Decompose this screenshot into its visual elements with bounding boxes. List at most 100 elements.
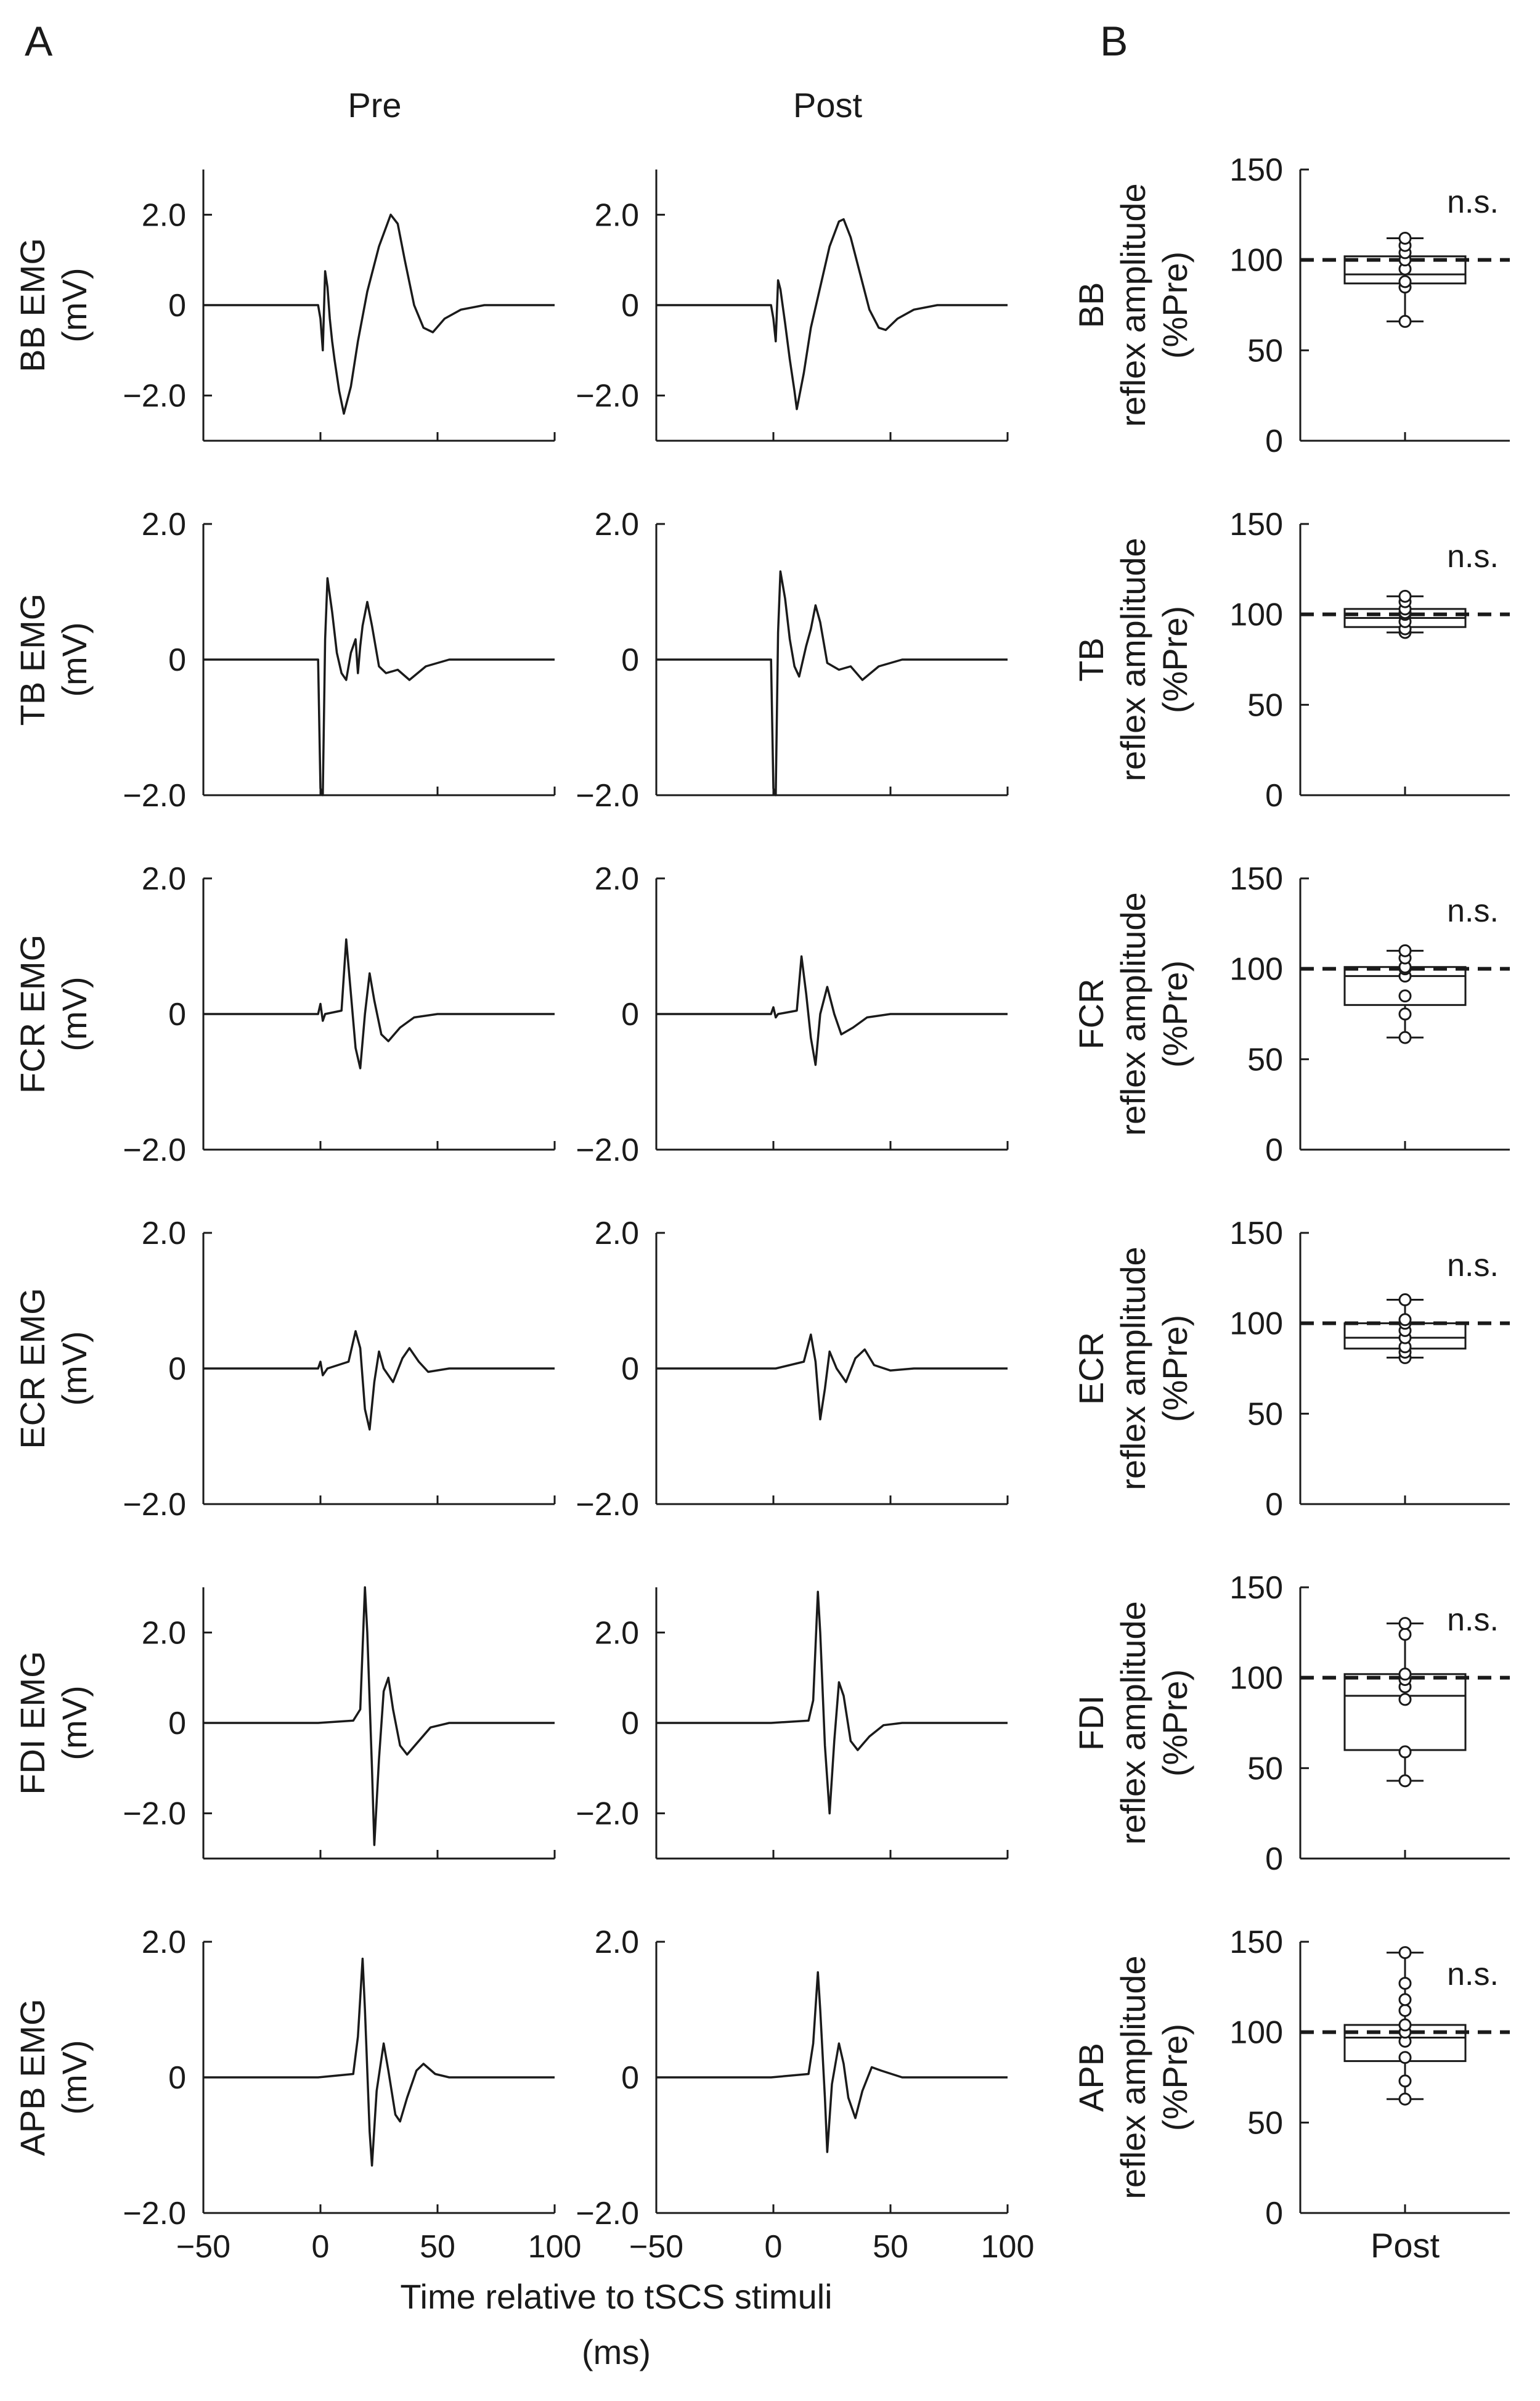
y-tick-label: 100 [1229, 952, 1283, 988]
y-tick-label: 150 [1229, 507, 1283, 542]
y-tick-label: 2.0 [595, 861, 639, 897]
data-point [1398, 1693, 1412, 1706]
emg-trace-pre [203, 1957, 555, 2167]
x-tick-label: 50 [420, 2229, 455, 2265]
box-axes-apb: APB reflex amplitude (%Pre) 0 50 100 150 n.s. Po… [1072, 1924, 1510, 2265]
data-point [1398, 1667, 1412, 1681]
y-tick-label: 0 [621, 2060, 639, 2096]
significance-label: n.s. [1447, 1957, 1499, 1992]
emg-trace-post [656, 1333, 1008, 1421]
y-tick-label: −2.0 [123, 1487, 186, 1523]
data-point [1398, 1976, 1412, 1990]
y-tick-label: −2.0 [123, 1796, 186, 1832]
emg-trace-post [656, 570, 1008, 796]
emg-trace-pre [203, 1330, 555, 1431]
emg-trace-pre [203, 1586, 555, 1846]
y-tick-label: 0 [168, 2060, 186, 2096]
y-tick-label: 150 [1229, 861, 1283, 897]
y-tick-label: 150 [1229, 1924, 1283, 1960]
emg-axes-fdi-pre: −2.0 0 2.0 [123, 1586, 556, 1860]
data-point [1398, 2092, 1412, 2106]
x-tick-label: 100 [981, 2229, 1035, 2265]
box-ylabel-line1: reflex amplitude [1114, 1246, 1152, 1490]
y-tick-label: 100 [1229, 2015, 1283, 2051]
y-tick-label: 0 [1265, 1487, 1283, 1523]
data-point [1398, 2018, 1412, 2032]
y-tick-label: 0 [168, 288, 186, 324]
box-ylabel-line2: (%Pre) [1155, 252, 1194, 359]
data-point [1398, 231, 1412, 245]
y-tick-label: 0 [1265, 2196, 1283, 2231]
x-tick-label: 50 [873, 2229, 908, 2265]
box-ylabel-line1: reflex amplitude [1114, 183, 1152, 427]
emg-trace-post [656, 218, 1008, 411]
y-tick-label: 2.0 [142, 197, 186, 233]
y-tick-label: −2.0 [576, 1132, 639, 1168]
emg-ylabel-unit: (mV) [55, 622, 94, 697]
significance-label: n.s. [1447, 184, 1499, 220]
y-tick-label: 0 [168, 1351, 186, 1387]
emg-ylabel-ecr: ECR EMG [13, 1288, 52, 1449]
y-tick-label: −2.0 [576, 378, 639, 414]
data-point [1398, 2051, 1412, 2064]
emg-axes-fcr-pre: −2.0 0 2.0 [123, 861, 556, 1168]
y-tick-label: 0 [621, 288, 639, 324]
data-point [1398, 1293, 1412, 1307]
data-point [1398, 1031, 1412, 1044]
y-tick-label: 150 [1229, 152, 1283, 188]
y-tick-label: 2.0 [595, 1216, 639, 1251]
y-tick-label: −2.0 [123, 378, 186, 414]
y-tick-label: −2.0 [123, 1132, 186, 1168]
emg-axes-ecr-pre: −2.0 0 2.0 [123, 1216, 556, 1523]
emg-axes-bb-pre: −2.0 0 2.0 [123, 170, 556, 442]
emg-trace-post [656, 955, 1008, 1066]
y-tick-label: 0 [621, 997, 639, 1033]
panel-label-b: B [1100, 18, 1128, 65]
emg-ylabel-unit: (mV) [55, 1685, 94, 1760]
emg-ylabel-fdi: FDI EMG [13, 1651, 52, 1794]
data-point [1398, 275, 1412, 288]
x-axis-label: Time relative to tSCS stimuli [400, 2277, 832, 2316]
box-ylabel-line2: (%Pre) [1155, 1315, 1194, 1422]
y-tick-label: 2.0 [142, 1615, 186, 1651]
box-ylabel-line2: (%Pre) [1155, 960, 1194, 1068]
y-tick-label: 2.0 [142, 861, 186, 897]
y-tick-label: 0 [1265, 778, 1283, 814]
box-x-label: Post [1371, 2226, 1440, 2265]
emg-axes-fcr-post: −2.0 0 2.0 [576, 861, 1009, 1168]
y-tick-label: 2.0 [142, 507, 186, 542]
column-title-pre: Pre [348, 86, 401, 125]
x-tick-label: −50 [176, 2229, 230, 2265]
box-ylabel-line2: (%Pre) [1155, 606, 1194, 713]
y-tick-label: 50 [1247, 687, 1283, 723]
y-tick-label: 100 [1229, 1306, 1283, 1342]
y-tick-label: −2.0 [123, 2196, 186, 2231]
y-tick-label: 50 [1247, 1396, 1283, 1432]
data-point [1398, 1774, 1412, 1788]
y-tick-label: 50 [1247, 2105, 1283, 2141]
emg-axes-tb-pre: −2.0 0 2.0 [123, 507, 556, 814]
y-tick-label: 100 [1229, 243, 1283, 279]
x-axis-label-unit: (ms) [582, 2333, 651, 2371]
data-point [1398, 1627, 1412, 1641]
emg-trace-post [656, 1590, 1008, 1815]
y-tick-label: 0 [1265, 423, 1283, 459]
box-axes-bb: BB reflex amplitude (%Pre) 0 50 100 150 n.s. [1072, 152, 1510, 459]
data-point [1398, 1993, 1412, 2006]
panel-label-a: A [25, 18, 53, 65]
box-axes-fdi: FDI reflex amplitude (%Pre) 0 50 100 150 n.s. [1072, 1570, 1510, 1877]
box-ylabel-line2: (%Pre) [1155, 1669, 1194, 1777]
emg-trace-pre [203, 938, 555, 1070]
box-ylabel-line1: reflex amplitude [1114, 1955, 1152, 2199]
data-point [1398, 944, 1412, 957]
y-tick-label: −2.0 [123, 778, 186, 814]
y-tick-label: 0 [1265, 1132, 1283, 1168]
emg-ylabel-bb: BB EMG [13, 238, 52, 372]
y-tick-label: 2.0 [142, 1924, 186, 1960]
emg-axes-tb-post: −2.0 0 2.0 [576, 507, 1009, 814]
box-axes-ecr: ECR reflex amplitude (%Pre) 0 50 100 150 n.s. [1072, 1216, 1510, 1523]
emg-ylabel-tb: TB EMG [13, 594, 52, 726]
data-point [1398, 1313, 1412, 1327]
